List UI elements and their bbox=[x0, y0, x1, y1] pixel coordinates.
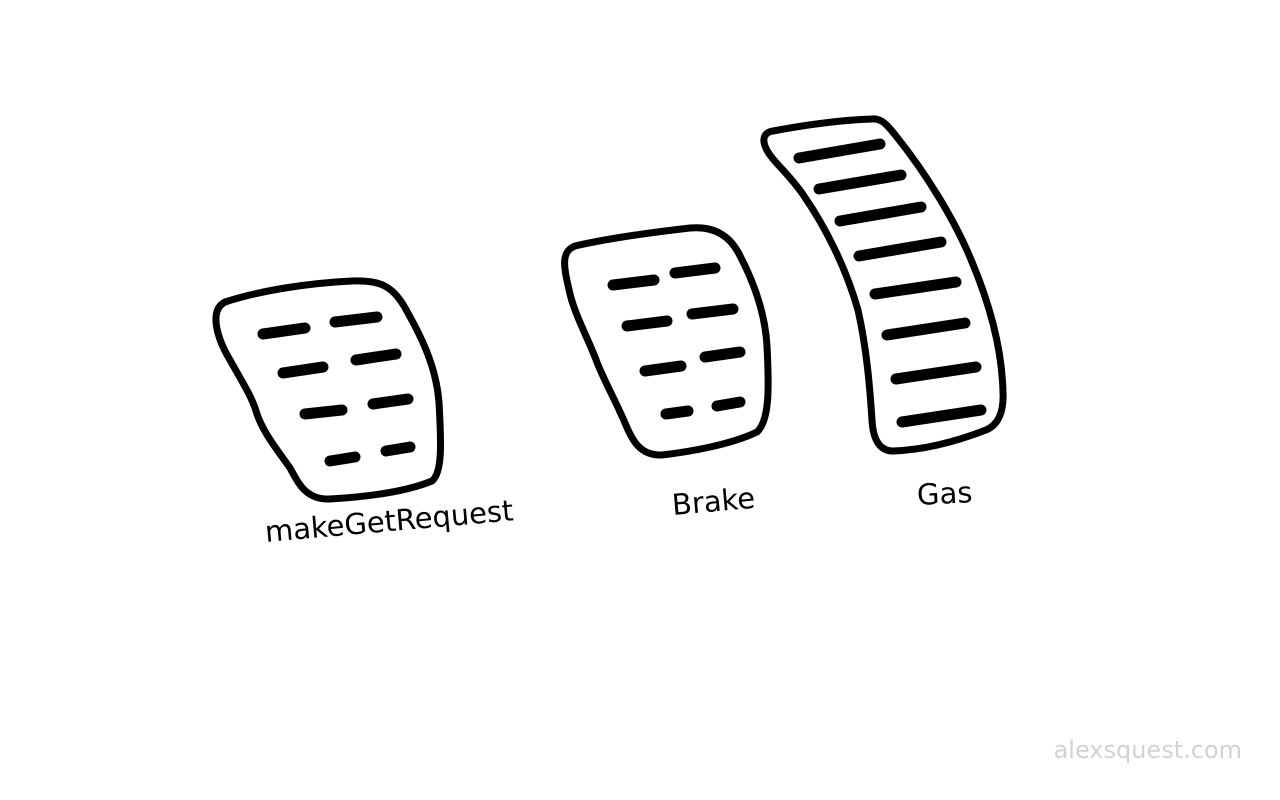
pedal-makegetrequest-grip bbox=[277, 361, 329, 379]
pedal-makegetrequest-grip bbox=[299, 404, 348, 420]
pedal-brake-grip bbox=[660, 405, 694, 420]
pedal-label-brake: Brake bbox=[670, 480, 757, 522]
pedal-label-gas: Gas bbox=[916, 475, 974, 512]
pedal-gas-grip bbox=[890, 361, 982, 385]
pedal-brake-outline bbox=[561, 224, 772, 459]
pedal-brake-grip bbox=[639, 360, 687, 377]
pedal-gas-grip bbox=[793, 138, 886, 164]
pedal-brake-grip bbox=[686, 303, 739, 320]
pedal-gas bbox=[760, 115, 1007, 455]
pedal-gas-grip bbox=[896, 404, 987, 428]
pedal-gas-grip bbox=[881, 317, 971, 341]
pedal-gas-grip bbox=[853, 236, 947, 262]
pedal-gas-outline bbox=[760, 115, 1007, 455]
pedal-makegetrequest-grip bbox=[329, 311, 383, 328]
pedal-brake-grip bbox=[669, 262, 721, 279]
pedal-makegetrequest bbox=[212, 277, 445, 503]
pedal-gas-grip bbox=[869, 276, 962, 300]
pedal-makegetrequest-grip bbox=[257, 322, 311, 340]
pedal-makegetrequest-outline bbox=[212, 277, 445, 503]
pedal-makegetrequest-grip bbox=[324, 451, 361, 467]
pedal-brake-grip bbox=[699, 346, 746, 363]
pedal-brake-grip bbox=[621, 315, 673, 332]
pedal-makegetrequest-grip bbox=[380, 441, 416, 457]
pedal-brake-grip bbox=[607, 274, 660, 291]
pedal-makegetrequest-grip bbox=[350, 348, 402, 366]
watermark: alexsquest.com bbox=[1053, 736, 1242, 764]
pedal-gas-grip bbox=[813, 169, 907, 195]
pedal-gas-grip bbox=[834, 201, 927, 227]
pedal-makegetrequest-grip bbox=[367, 393, 414, 410]
pedal-brake bbox=[561, 224, 772, 459]
pedal-brake-grip bbox=[711, 396, 746, 412]
